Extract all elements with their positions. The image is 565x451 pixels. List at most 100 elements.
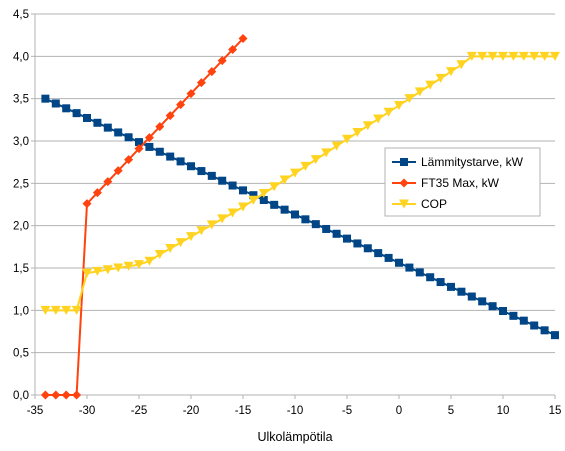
data-point-0-2 [62,104,71,113]
axes [31,13,556,399]
data-point-2-47 [529,51,540,61]
data-point-2-40 [456,60,467,70]
data-point-0-29 [343,234,351,243]
data-point-1-12 [165,111,175,121]
data-point-2-43 [487,51,498,61]
data-point-2-7 [113,263,124,273]
data-point-2-11 [154,249,165,259]
data-point-2-12 [165,244,176,254]
legend-item-1: FT35 Max, kW [392,176,500,190]
data-point-1-18 [228,45,238,55]
data-point-1-19 [238,34,248,44]
data-point-0-16 [207,171,216,180]
y-tick-label-9: 4,5 [13,9,29,21]
data-point-0-32 [374,249,383,258]
y-tick-label-3: 1,5 [13,263,29,275]
legend-item-2: COP [392,197,447,211]
data-point-2-18 [227,208,238,218]
y-tick-label-8: 4,0 [13,51,29,63]
data-point-1-5 [92,188,102,198]
data-point-2-38 [435,73,446,83]
data-point-0-6 [103,123,112,132]
data-point-2-45 [508,51,519,61]
data-point-0-44 [499,307,507,316]
data-point-2-28 [331,141,342,151]
x-tick-label-3: -20 [183,405,200,417]
data-point-2-21 [258,188,269,198]
data-point-2-29 [342,134,352,144]
data-point-2-46 [518,51,529,61]
data-point-2-19 [238,202,248,212]
x-tick-label-7: 0 [396,405,402,417]
legend-item-0: Lämmitystarve, kW [392,155,524,169]
y-tick-label-2: 1,0 [13,305,29,317]
data-point-2-31 [362,121,373,131]
data-point-2-16 [206,220,217,230]
data-point-0-49 [551,331,559,340]
data-point-2-32 [373,114,384,124]
data-point-0-36 [415,268,424,277]
data-point-0-0 [41,94,50,103]
data-point-2-25 [300,161,311,171]
x-axis-label: Ulkolämpötila [257,430,332,444]
data-point-2-0 [40,305,51,315]
data-point-0-7 [114,128,123,137]
data-point-2-35 [404,94,415,104]
data-point-0-35 [405,263,414,272]
data-point-0-20 [249,191,258,200]
series-0 [41,94,559,340]
data-point-0-18 [228,181,237,190]
data-point-2-5 [92,266,103,276]
data-point-2-14 [186,232,196,242]
data-point-0-26 [311,220,320,229]
data-point-1-6 [103,177,113,187]
data-point-2-41 [466,51,477,61]
x-tick-label-4: -15 [235,405,252,417]
y-tick-label-5: 2,5 [13,178,29,190]
series-group [40,34,560,400]
data-point-1-7 [113,166,123,176]
data-point-2-33 [383,107,394,117]
x-tick-label-1: -30 [79,405,96,417]
x-tick-label-5: -10 [287,405,304,417]
y-tick-label-7: 3,5 [13,94,29,106]
data-point-1-1 [51,390,61,400]
data-point-2-4 [82,268,92,278]
data-point-1-15 [196,78,206,88]
data-point-2-39 [446,67,456,77]
legend-swatch-marker-1 [399,178,409,188]
data-point-0-3 [72,109,81,118]
x-tick-label-0: -35 [27,405,44,417]
data-point-1-16 [207,67,217,77]
data-point-1-11 [155,122,165,132]
legend-label-1: FT35 Max, kW [421,176,500,190]
data-point-0-15 [197,167,206,176]
data-point-1-13 [176,100,186,110]
data-point-1-10 [144,133,154,143]
data-point-0-27 [322,224,331,233]
x-tick-label-9: 10 [497,405,510,417]
x-tick-label-6: -5 [342,405,352,417]
data-point-0-5 [93,118,102,127]
data-point-0-43 [488,302,497,311]
legend-label-2: COP [421,197,447,211]
data-point-0-24 [291,210,299,219]
data-point-0-31 [363,244,372,253]
y-tick-labels: 0,0 0,5 1,0 1,5 2,0 2,5 3,0 3,5 4,0 4,5 [13,9,29,402]
data-point-2-42 [477,51,488,61]
data-point-0-14 [187,162,195,171]
data-point-0-46 [519,316,528,325]
y-tick-label-6: 3,0 [13,136,29,148]
data-point-2-36 [414,87,425,97]
data-point-0-25 [301,215,310,224]
data-point-0-38 [436,278,445,287]
data-point-2-49 [550,51,560,61]
data-point-2-37 [425,80,436,90]
data-point-0-42 [478,297,487,306]
data-point-1-3 [72,390,82,400]
series-2 [40,51,560,315]
data-point-0-41 [467,292,476,301]
data-point-1-17 [217,56,227,66]
legend: Lämmitystarve, kW FT35 Max, kW COP [384,147,541,217]
data-point-0-47 [530,321,539,330]
